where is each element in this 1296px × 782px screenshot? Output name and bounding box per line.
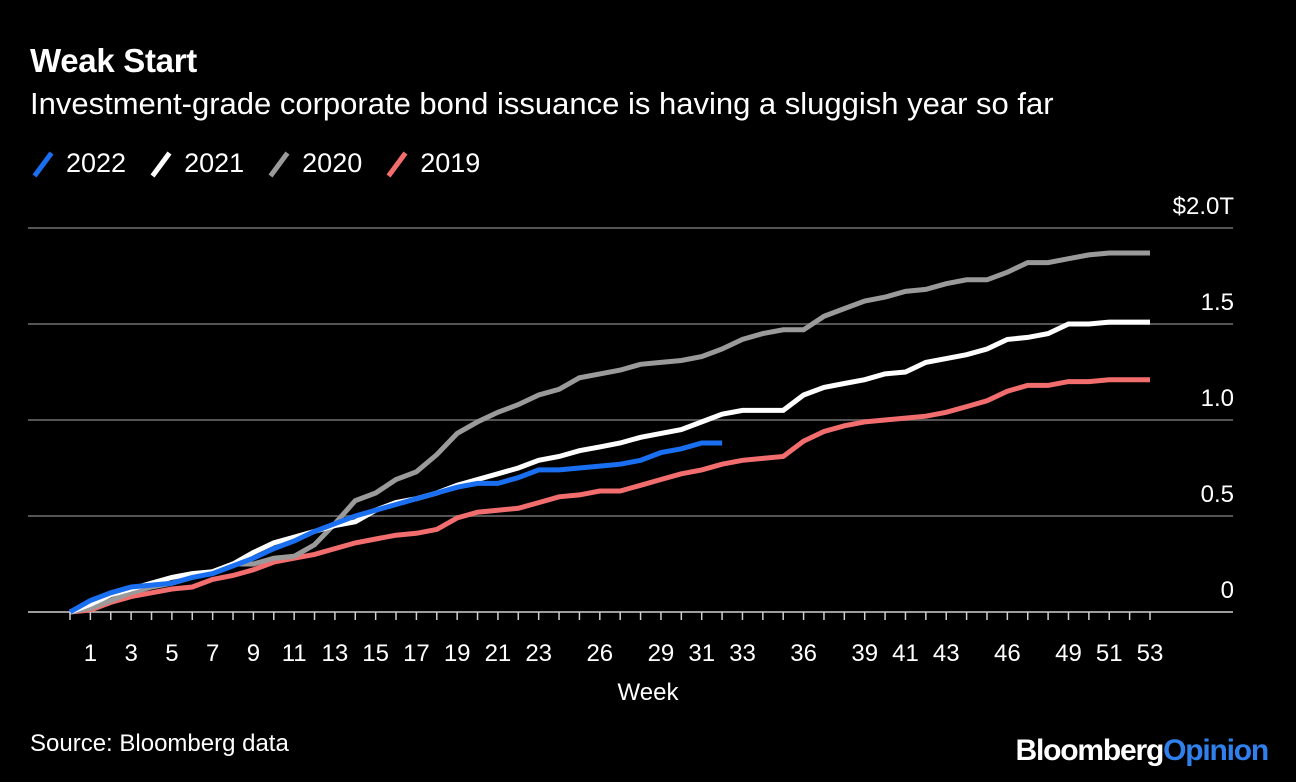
legend-swatch-2022 [32, 151, 54, 177]
legend-label-2021: 2021 [184, 148, 245, 178]
x-axis: 1 3 5 7 9 11 13 15 17 19 21 23 26 29 31 33 36 39 41 43 46 49 5… [69, 612, 1164, 667]
y-tick-label: $2.0T [1173, 193, 1235, 220]
legend-swatch-2019 [386, 151, 408, 177]
y-tick-label: 0 [1221, 577, 1234, 604]
chart-subtitle: Investment-grade corporate bond issuance… [30, 86, 1054, 121]
legend-item-2022: 2022 [30, 148, 126, 179]
legend-label-2020: 2020 [302, 148, 363, 178]
x-tick-label: 3 [124, 640, 137, 667]
series-line-2022 [68, 440, 723, 615]
y-tick-label: 0.5 [1201, 481, 1234, 508]
x-tick-label: 7 [206, 640, 219, 667]
legend-item-2021: 2021 [148, 148, 244, 179]
x-tick-label: 9 [247, 640, 260, 667]
gridlines [28, 227, 1233, 613]
y-tick-label: 1.5 [1201, 289, 1234, 316]
x-tick-label: 23 [525, 640, 552, 667]
legend-item-2020: 2020 [266, 148, 362, 179]
x-tick-label: 39 [851, 640, 878, 667]
x-tick-label: 21 [485, 640, 512, 667]
legend-swatch-2021 [150, 151, 172, 177]
x-tick-label: 11 [282, 640, 307, 667]
x-tick-label: 33 [729, 640, 756, 667]
x-tick-label: 49 [1055, 640, 1082, 667]
bloomberg-opinion-logo: BloombergOpinion [1015, 734, 1270, 768]
x-tick-label: 15 [362, 640, 389, 667]
x-tick-label: 5 [165, 640, 178, 667]
x-tick-label: 31 [688, 640, 715, 667]
x-tick-label: 46 [994, 640, 1021, 667]
chart-title: Weak Start [30, 42, 197, 79]
legend: 2022 2021 2020 2019 [30, 148, 502, 179]
x-tick-label: 36 [790, 640, 817, 667]
series-line-2021 [69, 319, 1150, 615]
series-lines [68, 250, 1150, 615]
legend-swatch-2020 [268, 151, 290, 177]
x-tick-label: 26 [586, 640, 613, 667]
x-tick-label: 17 [403, 640, 430, 667]
source-note: Source: Bloomberg data [30, 730, 289, 757]
y-tick-label: 1.0 [1201, 385, 1234, 412]
y-axis-labels: 0 0.5 1.0 1.5 $2.0T [1173, 193, 1235, 604]
brand-opinion: Opinion [1163, 734, 1269, 767]
legend-label-2019: 2019 [420, 148, 481, 178]
x-axis-title: Week [618, 679, 680, 706]
x-tick-label: 19 [444, 640, 471, 667]
x-tick-label: 41 [892, 640, 919, 667]
x-tick-label: 13 [322, 640, 349, 667]
x-tick-label: 53 [1137, 640, 1164, 667]
legend-label-2022: 2022 [66, 148, 127, 178]
x-tick-label: 29 [648, 640, 675, 667]
x-tick-label: 1 [84, 640, 97, 667]
series-line-2020 [69, 250, 1150, 615]
x-tick-label: 51 [1096, 640, 1123, 667]
legend-item-2019: 2019 [384, 148, 480, 179]
series-line-2019 [69, 377, 1150, 615]
x-tick-label: 43 [933, 640, 960, 667]
brand-bloomberg: Bloomberg [1015, 734, 1165, 767]
